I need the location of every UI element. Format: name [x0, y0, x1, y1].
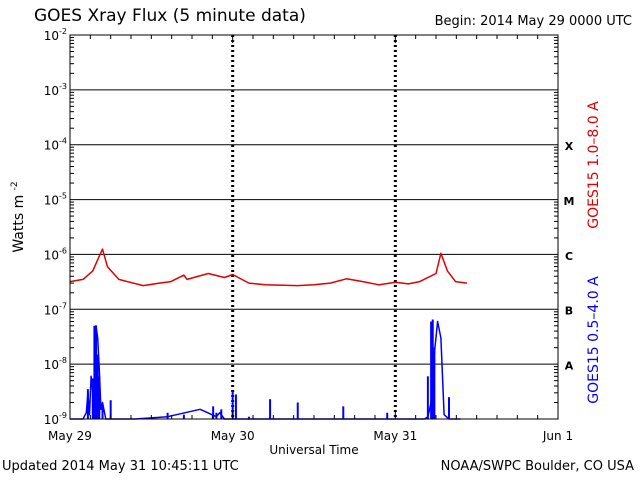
y-axis-label: Watts m -2	[10, 181, 27, 252]
flare-class-label: M	[564, 195, 575, 208]
series-legend: GOES15 1.0–8.0 A	[586, 101, 602, 229]
series-legend: GOES15 0.5–4.0 A	[586, 276, 602, 404]
y-tick-label: 10-3	[44, 82, 67, 98]
begin-time: Begin: 2014 May 29 0000 UTC	[434, 14, 632, 29]
y-tick-label: 10-6	[44, 246, 67, 262]
flare-class-label: A	[565, 360, 574, 373]
series-line-long	[69, 248, 467, 287]
y-tick-label: 10-4	[44, 137, 67, 153]
x-tick-label: May 31	[373, 429, 417, 443]
plot-layer	[69, 248, 467, 420]
plot-frame	[69, 34, 559, 420]
y-tick-label: 10-5	[44, 192, 67, 208]
flare-class-label: X	[565, 140, 574, 153]
flare-class-label: B	[565, 305, 573, 318]
x-tick-label: Jun 1	[542, 429, 573, 443]
y-tick-label: 10-9	[44, 411, 67, 427]
chart-title: GOES Xray Flux (5 minute data)	[34, 6, 306, 26]
x-axis-label: Universal Time	[269, 443, 358, 457]
x-tick-label: May 30	[211, 429, 255, 443]
y-tick-label: 10-8	[44, 356, 67, 372]
flare-class-label: C	[565, 250, 573, 263]
data-source: NOAA/SWPC Boulder, CO USA	[440, 459, 634, 474]
grid-layer	[70, 35, 558, 419]
series-line-short	[70, 320, 461, 420]
axis-layer: 10-2 10-3 10-4 10-5 10-6 10-7 10-8 10-9 May 29 Ma…	[10, 27, 602, 457]
y-tick-label: 10-2	[44, 27, 67, 43]
x-tick-label: May 29	[48, 429, 92, 443]
y-tick-label: 10-7	[44, 301, 67, 317]
updated-timestamp: Updated 2014 May 31 10:45:11 UTC	[2, 459, 239, 474]
